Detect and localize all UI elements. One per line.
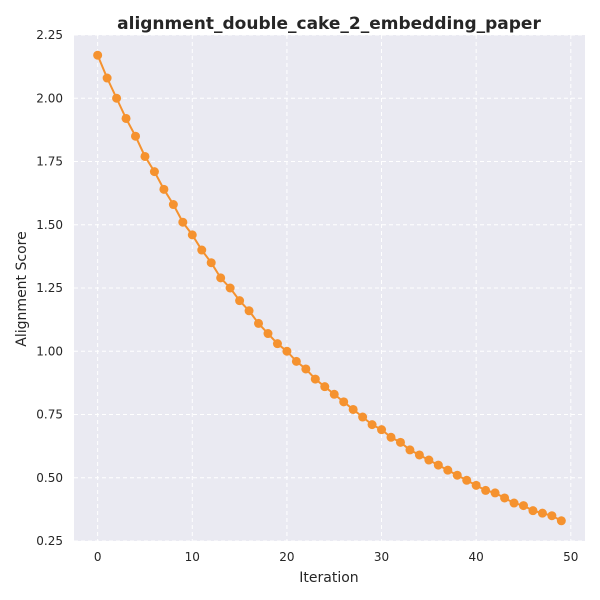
data-point xyxy=(254,318,264,328)
data-point xyxy=(443,465,453,475)
data-point xyxy=(121,113,131,123)
data-point xyxy=(405,445,415,455)
data-point xyxy=(367,420,377,430)
data-point xyxy=(452,470,462,480)
y-tick-label: 0.50 xyxy=(36,471,63,485)
data-point xyxy=(159,184,169,194)
data-point xyxy=(216,273,226,283)
data-point xyxy=(168,200,178,210)
x-tick-label: 0 xyxy=(94,550,102,564)
data-point xyxy=(272,339,282,349)
data-point xyxy=(244,306,254,316)
data-point xyxy=(395,437,405,447)
y-tick-label: 2.00 xyxy=(36,91,63,105)
data-point xyxy=(339,397,349,407)
data-points xyxy=(93,50,566,526)
x-tick-label: 50 xyxy=(563,550,578,564)
y-tick-label: 1.50 xyxy=(36,218,63,232)
data-point xyxy=(131,131,141,141)
data-point xyxy=(556,516,566,526)
data-point xyxy=(320,382,330,392)
x-tick-label: 20 xyxy=(279,550,294,564)
y-tick-label: 1.00 xyxy=(36,344,63,358)
x-tick-label: 10 xyxy=(185,550,200,564)
y-tick-label: 1.25 xyxy=(36,281,63,295)
data-point xyxy=(225,283,235,293)
data-point xyxy=(140,151,150,161)
data-point xyxy=(93,50,103,60)
data-point xyxy=(462,475,472,485)
data-point xyxy=(518,501,528,511)
data-point xyxy=(537,508,547,518)
data-point xyxy=(471,480,481,490)
y-tick-label: 0.25 xyxy=(36,534,63,548)
y-tick-label: 2.25 xyxy=(36,28,63,42)
y-tick-label: 0.75 xyxy=(36,408,63,422)
grid-lines xyxy=(74,34,585,542)
data-point xyxy=(187,230,197,240)
data-point xyxy=(282,346,292,356)
data-point xyxy=(509,498,519,508)
data-point xyxy=(348,404,358,414)
data-point xyxy=(149,167,159,177)
data-point xyxy=(414,450,424,460)
data-point xyxy=(197,245,207,255)
data-point xyxy=(528,506,538,516)
data-point xyxy=(433,460,443,470)
data-point xyxy=(235,296,245,306)
chart-title: alignment_double_cake_2_embedding_paper xyxy=(117,14,541,34)
data-point xyxy=(424,455,434,465)
x-axis-label: Iteration xyxy=(299,570,358,586)
data-point xyxy=(206,258,216,268)
y-axis-label: Alignment Score xyxy=(14,231,30,346)
data-point xyxy=(178,217,188,227)
data-point xyxy=(329,389,339,399)
data-point xyxy=(291,356,301,366)
tick-labels: 0 10 20 30 40 50 0.25 0.50 0.75 1.00 1.25 1.50 1.75 2… xyxy=(36,28,578,564)
data-point xyxy=(310,374,320,384)
data-point xyxy=(263,329,273,339)
data-point xyxy=(377,425,387,435)
data-point xyxy=(500,493,510,503)
data-point xyxy=(386,432,396,442)
y-tick-label: 1.75 xyxy=(36,155,63,169)
x-tick-label: 30 xyxy=(374,550,389,564)
data-point xyxy=(490,488,500,498)
x-tick-label: 40 xyxy=(469,550,484,564)
data-point xyxy=(547,511,557,521)
data-point xyxy=(112,93,122,103)
data-point xyxy=(301,364,311,374)
data-point xyxy=(358,412,368,422)
data-point xyxy=(102,73,112,83)
data-point xyxy=(481,485,491,495)
